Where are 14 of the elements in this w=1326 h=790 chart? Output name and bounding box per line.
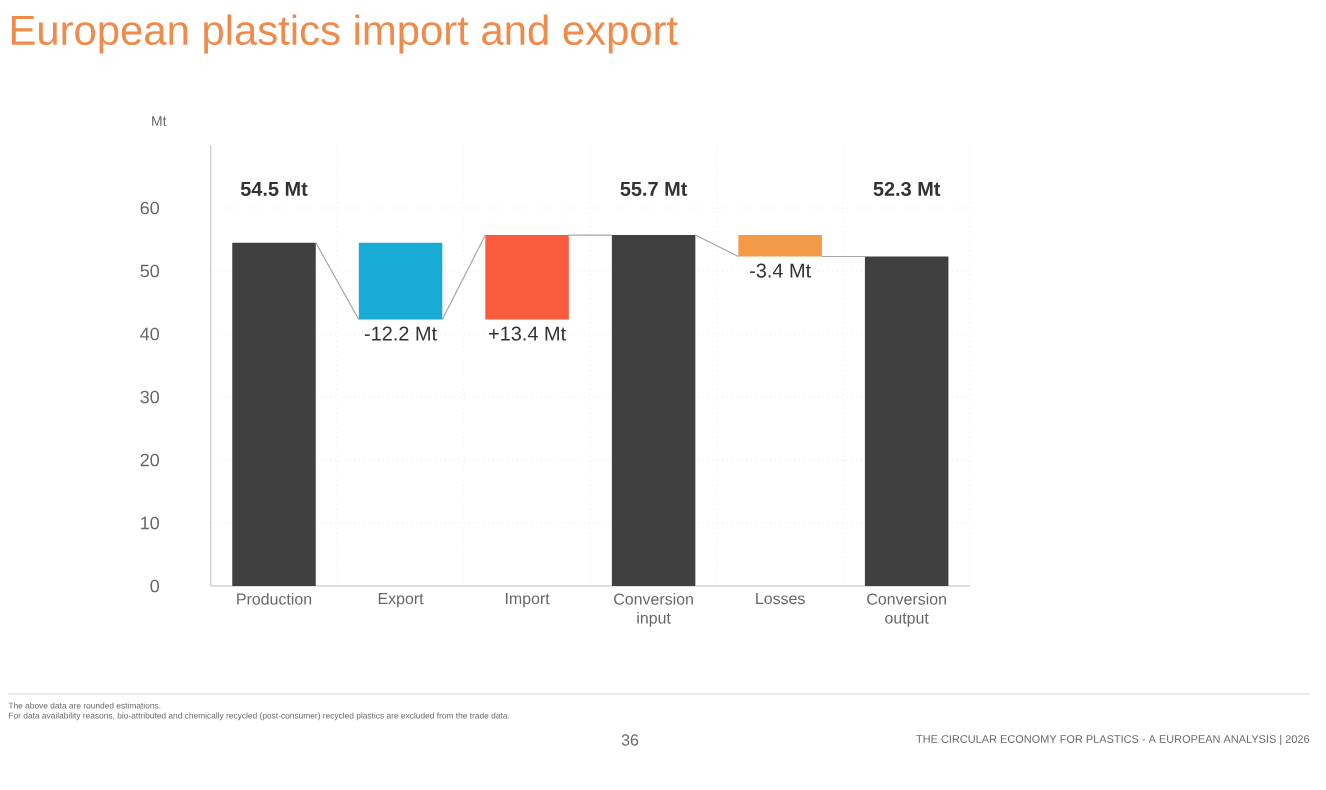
data-label: 54.5 Mt: [240, 182, 308, 196]
y-tick-label: 0: [150, 579, 160, 593]
data-label: +13.4 Mt: [489, 326, 566, 341]
y-tick-label: 40: [140, 327, 160, 341]
data-label: -12.2 Mt: [364, 326, 437, 341]
y-tick-label: 20: [140, 453, 160, 467]
data-label: 55.7 Mt: [620, 182, 688, 196]
data-label: -3.4 Mt: [750, 263, 811, 278]
y-tick-label: 10: [141, 516, 160, 530]
y-tick-label: 50: [140, 264, 160, 278]
data-label: 52.3 Mt: [873, 181, 941, 197]
y-tick-label: 30: [140, 390, 160, 404]
chart-title: European plastics import and export: [11, 14, 678, 54]
y-tick-label: 60: [140, 201, 160, 215]
